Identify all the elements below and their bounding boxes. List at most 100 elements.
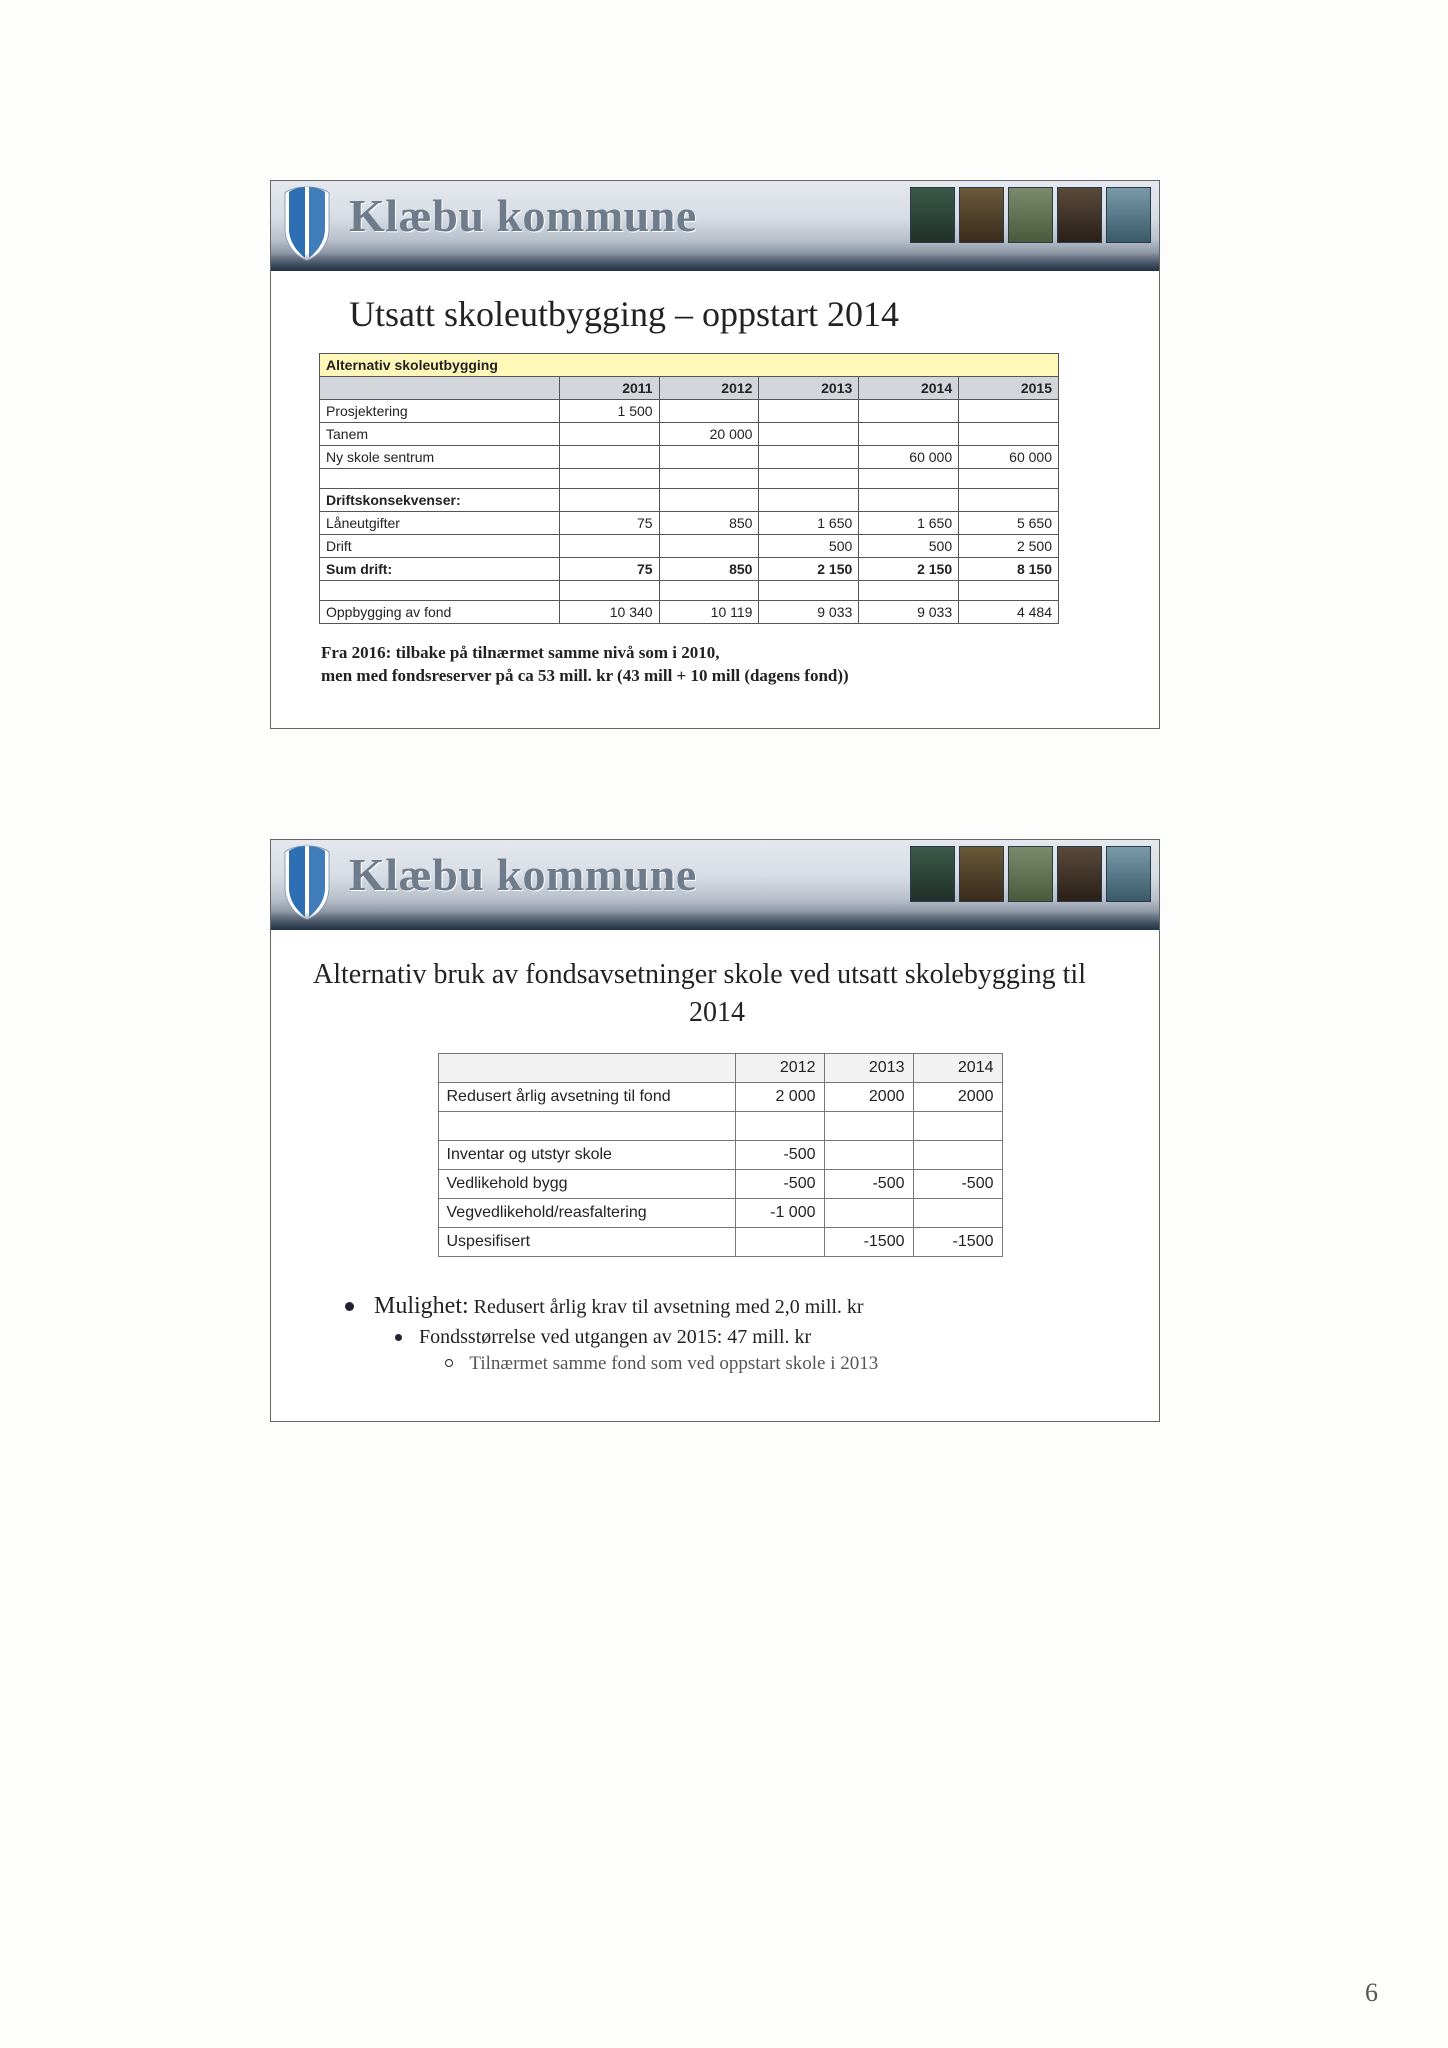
cell bbox=[859, 400, 959, 423]
header-photo-icon bbox=[910, 846, 955, 902]
cell bbox=[759, 400, 859, 423]
table-row: Inventar og utstyr skole -500 bbox=[438, 1141, 1002, 1170]
cell: 500 bbox=[859, 535, 959, 558]
municipality-shield-icon bbox=[277, 842, 337, 922]
year-header: 2012 bbox=[735, 1054, 824, 1083]
cell bbox=[735, 1228, 824, 1257]
cell bbox=[859, 423, 959, 446]
cell: 1 650 bbox=[859, 512, 959, 535]
table-row: Drift 500 500 2 500 bbox=[320, 535, 1059, 558]
header-photo-icon bbox=[910, 187, 955, 243]
note-line-2: men med fondsreserver på ca 53 mill. kr … bbox=[321, 666, 849, 685]
cell: 850 bbox=[659, 512, 759, 535]
cell: 60 000 bbox=[959, 446, 1059, 469]
cell bbox=[735, 1112, 824, 1141]
slide-2-title: Alternativ bruk av fondsavsetninger skol… bbox=[313, 956, 1121, 1032]
bullet-list-level-1: Mulighet: Redusert årlig krav til avsetn… bbox=[327, 1293, 1121, 1375]
cell: -1 000 bbox=[735, 1199, 824, 1228]
cell bbox=[913, 1112, 1002, 1141]
year-header: 2013 bbox=[824, 1054, 913, 1083]
table-row: Ny skole sentrum 60 000 60 000 bbox=[320, 446, 1059, 469]
year-header: 2012 bbox=[659, 377, 759, 400]
cell: 500 bbox=[759, 535, 859, 558]
cell: 20 000 bbox=[659, 423, 759, 446]
bullet-item: Mulighet: Redusert årlig krav til avsetn… bbox=[345, 1293, 1121, 1375]
table-caption: Alternativ skoleutbygging bbox=[320, 354, 1059, 377]
cell: 2000 bbox=[913, 1083, 1002, 1112]
slide-2: Klæbu kommune Alternativ bruk av fondsav… bbox=[270, 839, 1160, 1423]
cell bbox=[759, 423, 859, 446]
cell: -500 bbox=[913, 1170, 1002, 1199]
header-photo-icon bbox=[959, 187, 1004, 243]
row-label: Låneutgifter bbox=[320, 512, 560, 535]
row-label: Sum drift: bbox=[320, 558, 560, 581]
cell bbox=[913, 1141, 1002, 1170]
row-label bbox=[438, 1112, 735, 1141]
cell bbox=[824, 1141, 913, 1170]
brand-title: Klæbu kommune bbox=[349, 189, 697, 242]
header-photo-icon bbox=[1106, 187, 1151, 243]
brand-title: Klæbu kommune bbox=[349, 848, 697, 901]
bullet-text: Redusert årlig krav til avsetning med 2,… bbox=[469, 1296, 864, 1318]
cell: -500 bbox=[735, 1170, 824, 1199]
year-header: 2015 bbox=[959, 377, 1059, 400]
cell: -1500 bbox=[913, 1228, 1002, 1257]
cell: 2 500 bbox=[959, 535, 1059, 558]
title-line-2: 2014 bbox=[313, 994, 1121, 1032]
bullet-item: Tilnærmet samme fond som ved oppstart sk… bbox=[445, 1353, 1121, 1375]
municipality-shield-icon bbox=[277, 183, 337, 263]
header-photo-icon bbox=[1057, 846, 1102, 902]
cell: 60 000 bbox=[859, 446, 959, 469]
bullet-list-level-3: Tilnærmet samme fond som ved oppstart sk… bbox=[395, 1353, 1121, 1375]
year-header: 2014 bbox=[859, 377, 959, 400]
cell: 8 150 bbox=[959, 558, 1059, 581]
table-row: Låneutgifter 75 850 1 650 1 650 5 650 bbox=[320, 512, 1059, 535]
cell bbox=[659, 446, 759, 469]
cell: 75 bbox=[559, 558, 659, 581]
row-label: Redusert årlig avsetning til fond bbox=[438, 1083, 735, 1112]
header-photo-icon bbox=[1008, 846, 1053, 902]
cell: 1 650 bbox=[759, 512, 859, 535]
header-photo-icon bbox=[1057, 187, 1102, 243]
cell bbox=[959, 423, 1059, 446]
table-caption-row: Alternativ skoleutbygging bbox=[320, 354, 1059, 377]
note-line-1: Fra 2016: tilbake på tilnærmet samme niv… bbox=[321, 643, 720, 662]
cell: 75 bbox=[559, 512, 659, 535]
cell: 2 150 bbox=[859, 558, 959, 581]
slide-1-footnote: Fra 2016: tilbake på tilnærmet samme niv… bbox=[321, 642, 1121, 688]
header-photo-icon bbox=[1008, 187, 1053, 243]
slide-1: Klæbu kommune Utsatt skoleutbygging – op… bbox=[270, 180, 1160, 729]
alt-skoleutbygging-table: Alternativ skoleutbygging 2011 2012 2013… bbox=[319, 353, 1059, 624]
cell: 1 500 bbox=[559, 400, 659, 423]
table-row: Vegvedlikehold/reasfaltering -1 000 bbox=[438, 1199, 1002, 1228]
cell bbox=[659, 400, 759, 423]
row-label: Inventar og utstyr skole bbox=[438, 1141, 735, 1170]
bullet-list-level-2: Fondsstørrelse ved utgangen av 2015: 47 … bbox=[345, 1326, 1121, 1375]
cell: 2 150 bbox=[759, 558, 859, 581]
bullet-text: Fondsstørrelse ved utgangen av 2015: 47 … bbox=[419, 1326, 811, 1348]
table-spacer-row bbox=[438, 1112, 1002, 1141]
cell bbox=[824, 1112, 913, 1141]
page-number: 6 bbox=[1365, 1978, 1378, 2008]
year-header: 2014 bbox=[913, 1054, 1002, 1083]
cell bbox=[559, 446, 659, 469]
table-sum-row: Sum drift: 75 850 2 150 2 150 8 150 bbox=[320, 558, 1059, 581]
table-spacer-row bbox=[320, 581, 1059, 601]
header-photo-icon bbox=[959, 846, 1004, 902]
slide-1-body: Utsatt skoleutbygging – oppstart 2014 Al… bbox=[271, 271, 1159, 698]
row-label: Ny skole sentrum bbox=[320, 446, 560, 469]
cell bbox=[759, 446, 859, 469]
year-header: 2011 bbox=[559, 377, 659, 400]
header-photo-icon bbox=[1106, 846, 1151, 902]
cell: 2000 bbox=[824, 1083, 913, 1112]
cell: 850 bbox=[659, 558, 759, 581]
cell bbox=[959, 400, 1059, 423]
cell: 9 033 bbox=[759, 601, 859, 624]
table-year-header-row: 2012 2013 2014 bbox=[438, 1054, 1002, 1083]
cell: 10 340 bbox=[559, 601, 659, 624]
row-label: Oppbygging av fond bbox=[320, 601, 560, 624]
row-label: Vedlikehold bygg bbox=[438, 1170, 735, 1199]
table-row: Redusert årlig avsetning til fond 2 000 … bbox=[438, 1083, 1002, 1112]
cell: -1500 bbox=[824, 1228, 913, 1257]
cell: 10 119 bbox=[659, 601, 759, 624]
